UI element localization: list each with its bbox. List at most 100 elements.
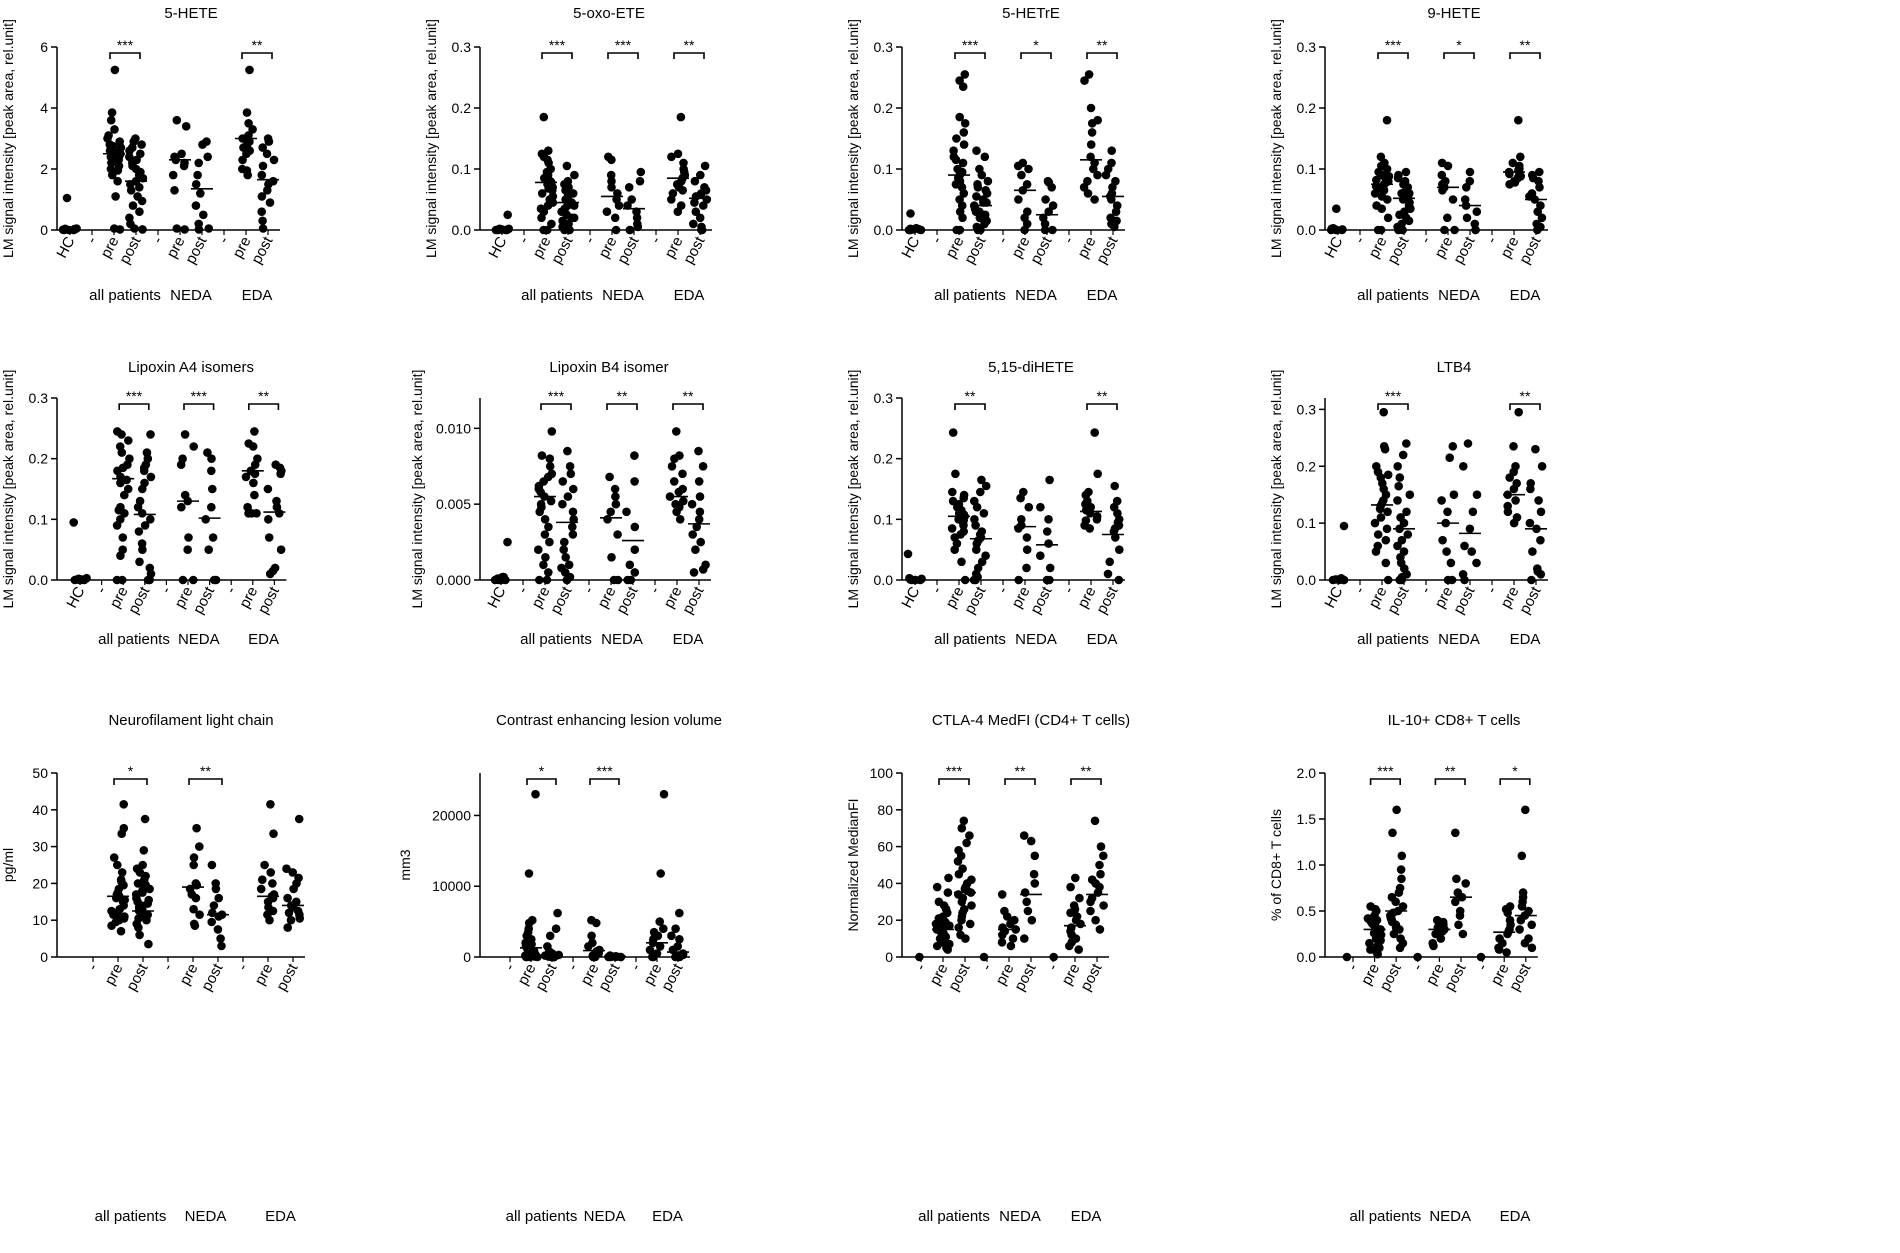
data-point <box>959 140 969 149</box>
data-point <box>139 846 149 855</box>
data-point <box>204 224 214 233</box>
data-point <box>673 149 683 159</box>
group-label: EDA <box>1071 1208 1102 1225</box>
data-point <box>1008 934 1018 943</box>
group-label: NEDA <box>601 631 643 648</box>
data-point <box>997 890 1007 899</box>
data-point <box>1377 204 1386 213</box>
data-point <box>630 545 640 554</box>
data-point <box>1014 195 1023 204</box>
data-point <box>587 931 596 941</box>
data-point <box>1381 558 1391 568</box>
data-point <box>198 140 207 149</box>
x-tick-label: post <box>255 583 284 617</box>
data-point <box>521 952 531 962</box>
group-label: NEDA <box>178 631 220 648</box>
significance-label: *** <box>1377 763 1394 779</box>
significance-label: *** <box>962 37 979 53</box>
group-label: all patients <box>98 631 170 648</box>
y-tick-label: 0.3 <box>874 39 894 55</box>
data-point <box>972 502 982 512</box>
data-point <box>537 451 547 460</box>
y-tick-label: 40 <box>877 875 893 891</box>
data-point <box>980 219 989 229</box>
data-point <box>945 921 954 930</box>
data-point <box>1465 524 1475 534</box>
data-point <box>1093 469 1102 479</box>
significance-label: ** <box>1081 763 1092 779</box>
x-tick-label: post <box>945 960 974 994</box>
data-point <box>268 879 277 888</box>
x-tick-label: post <box>116 233 145 267</box>
data-point <box>242 108 252 117</box>
data-point <box>959 521 968 530</box>
data-point <box>1388 828 1397 838</box>
data-point <box>137 140 146 149</box>
x-tick-label: - <box>994 234 1011 246</box>
data-point <box>276 545 286 554</box>
panel-5-oxo-ete: 5-oxo-ETE 0.0 0.1 0.2 0.3 LM signal intensity… <box>423 5 712 304</box>
data-point <box>250 427 259 436</box>
data-point <box>1095 860 1104 870</box>
data-point <box>283 923 293 932</box>
data-point <box>295 914 305 923</box>
data-point <box>545 462 555 471</box>
data-point <box>1460 541 1469 551</box>
data-point <box>1505 473 1514 482</box>
data-point <box>1514 115 1523 125</box>
data-point <box>1075 893 1084 903</box>
significance-bracket <box>589 778 620 785</box>
significance-bracket <box>954 403 986 410</box>
data-point <box>1448 195 1458 204</box>
data-point <box>1024 164 1033 174</box>
data-point <box>569 201 579 210</box>
significance-label: *** <box>548 388 565 404</box>
data-point <box>667 195 676 204</box>
data-point <box>695 492 705 501</box>
chart-title: 5-HETrE <box>1002 5 1060 22</box>
data-point <box>244 509 253 518</box>
x-tick-label: - <box>149 234 166 246</box>
data-point <box>1393 462 1402 471</box>
data-point <box>258 216 267 226</box>
data-point <box>138 484 147 494</box>
x-tick-label: post <box>1077 960 1106 994</box>
data-point <box>119 800 128 809</box>
group-label: NEDA <box>1438 287 1480 304</box>
y-tick-label: 0.2 <box>29 451 49 467</box>
data-point <box>211 884 221 894</box>
data-point <box>124 436 133 445</box>
data-point <box>265 569 275 579</box>
data-point <box>189 442 198 451</box>
data-point <box>1042 527 1052 536</box>
data-point <box>979 509 989 518</box>
data-point <box>673 952 683 962</box>
x-tick-label: - <box>646 584 663 596</box>
data-point <box>564 560 574 570</box>
significance-label: ** <box>1097 37 1108 53</box>
group-label: EDA <box>1510 631 1541 648</box>
data-point <box>695 213 705 223</box>
data-point <box>981 481 991 491</box>
data-point <box>533 952 542 962</box>
data-point <box>973 183 983 192</box>
data-point <box>1083 189 1093 198</box>
data-point <box>1527 943 1537 953</box>
x-tick-label: post <box>961 583 990 617</box>
data-point <box>1395 473 1405 482</box>
data-point <box>170 186 179 195</box>
x-tick-label: post <box>1384 583 1413 617</box>
data-point <box>1373 949 1382 959</box>
significance-label: *** <box>1385 388 1402 404</box>
data-point <box>1533 225 1542 235</box>
data-point <box>613 530 622 539</box>
data-point <box>134 527 144 536</box>
data-point <box>110 65 120 75</box>
data-point <box>1534 496 1543 505</box>
data-point <box>178 575 188 585</box>
data-point <box>670 454 679 464</box>
data-point <box>667 931 676 941</box>
y-tick-label: 0.2 <box>874 100 894 116</box>
group-label: all patients <box>1350 1208 1422 1225</box>
data-point <box>244 119 253 128</box>
